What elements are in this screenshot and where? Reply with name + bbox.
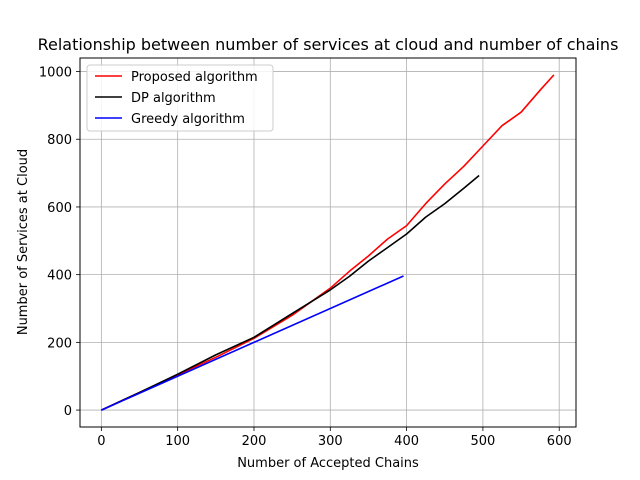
y-tick-label: 600 bbox=[47, 201, 72, 216]
legend-label-dp: DP algorithm bbox=[131, 91, 216, 106]
y-tick-label: 200 bbox=[47, 336, 72, 351]
x-tick-label: 100 bbox=[165, 434, 190, 449]
y-tick-label: 1000 bbox=[39, 66, 72, 81]
axis-ticks: 0 100 200 300 400 500 600 0 200 400 600 800 1000 bbox=[39, 66, 572, 449]
chart-title: Relationship between number of services … bbox=[38, 35, 619, 54]
x-axis-label: Number of Accepted Chains bbox=[237, 456, 419, 471]
y-axis-label: Number of Services at Cloud bbox=[16, 149, 31, 335]
series-line-proposed-algorithm bbox=[101, 74, 555, 411]
x-tick-label: 0 bbox=[97, 434, 105, 449]
legend-label-greedy: Greedy algorithm bbox=[131, 112, 245, 127]
legend-label-proposed: Proposed algorithm bbox=[131, 70, 258, 85]
x-tick-label: 600 bbox=[547, 434, 572, 449]
x-tick-label: 500 bbox=[470, 434, 495, 449]
series-line-dp-algorithm bbox=[101, 174, 480, 411]
x-tick-label: 400 bbox=[394, 434, 419, 449]
y-tick-label: 400 bbox=[47, 269, 72, 284]
legend-box bbox=[86, 64, 274, 132]
y-tick-label: 0 bbox=[64, 404, 72, 419]
series-lines bbox=[101, 74, 555, 411]
x-tick-label: 300 bbox=[318, 434, 343, 449]
y-tick-label: 800 bbox=[47, 133, 72, 148]
series-line-greedy-algorithm bbox=[101, 275, 404, 411]
x-tick-label: 200 bbox=[242, 434, 267, 449]
legend: Proposed algorithm DP algorithm Greedy a… bbox=[86, 64, 274, 132]
plot-area-frame bbox=[79, 57, 577, 428]
